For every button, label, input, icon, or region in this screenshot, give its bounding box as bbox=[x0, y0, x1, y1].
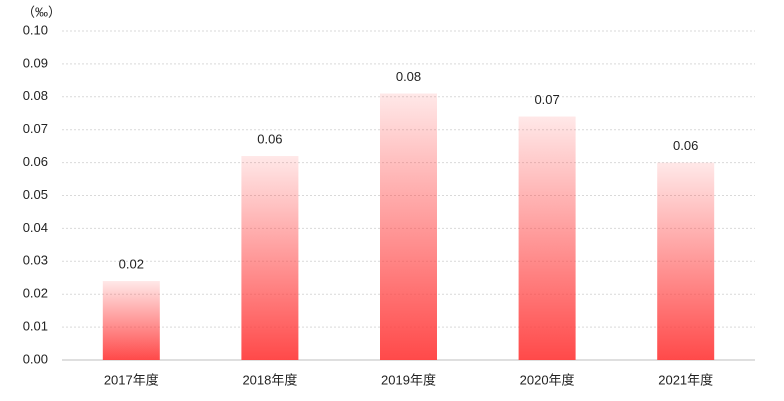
bar bbox=[380, 93, 437, 360]
y-tick-label: 0.07 bbox=[23, 121, 48, 136]
y-tick-label: 0.02 bbox=[23, 286, 48, 301]
y-tick-label: 0.00 bbox=[23, 351, 48, 366]
x-tick-label: 2017年度 bbox=[104, 372, 159, 387]
y-tick-label: 0.04 bbox=[23, 220, 48, 235]
value-label: 0.06 bbox=[257, 131, 282, 146]
bar bbox=[518, 116, 576, 360]
x-tick-label: 2021年度 bbox=[658, 372, 713, 387]
value-label: 0.06 bbox=[673, 138, 698, 153]
y-tick-label: 0.10 bbox=[23, 22, 48, 37]
x-tick-label: 2020年度 bbox=[520, 372, 575, 387]
bar bbox=[102, 281, 160, 360]
value-label: 0.02 bbox=[119, 256, 144, 271]
bar bbox=[241, 156, 299, 360]
y-tick-label: 0.06 bbox=[23, 154, 48, 169]
x-tick-label: 2018年度 bbox=[242, 372, 297, 387]
y-tick-label: 0.05 bbox=[23, 187, 48, 202]
unit-label: （‰） bbox=[22, 4, 61, 19]
y-tick-label: 0.09 bbox=[23, 55, 48, 70]
bar bbox=[657, 162, 715, 360]
y-tick-label: 0.03 bbox=[23, 253, 48, 268]
value-label: 0.08 bbox=[396, 69, 421, 84]
y-tick-label: 0.01 bbox=[23, 319, 48, 334]
y-tick-label: 0.08 bbox=[23, 88, 48, 103]
x-tick-label: 2019年度 bbox=[381, 372, 436, 387]
value-label: 0.07 bbox=[534, 92, 559, 107]
